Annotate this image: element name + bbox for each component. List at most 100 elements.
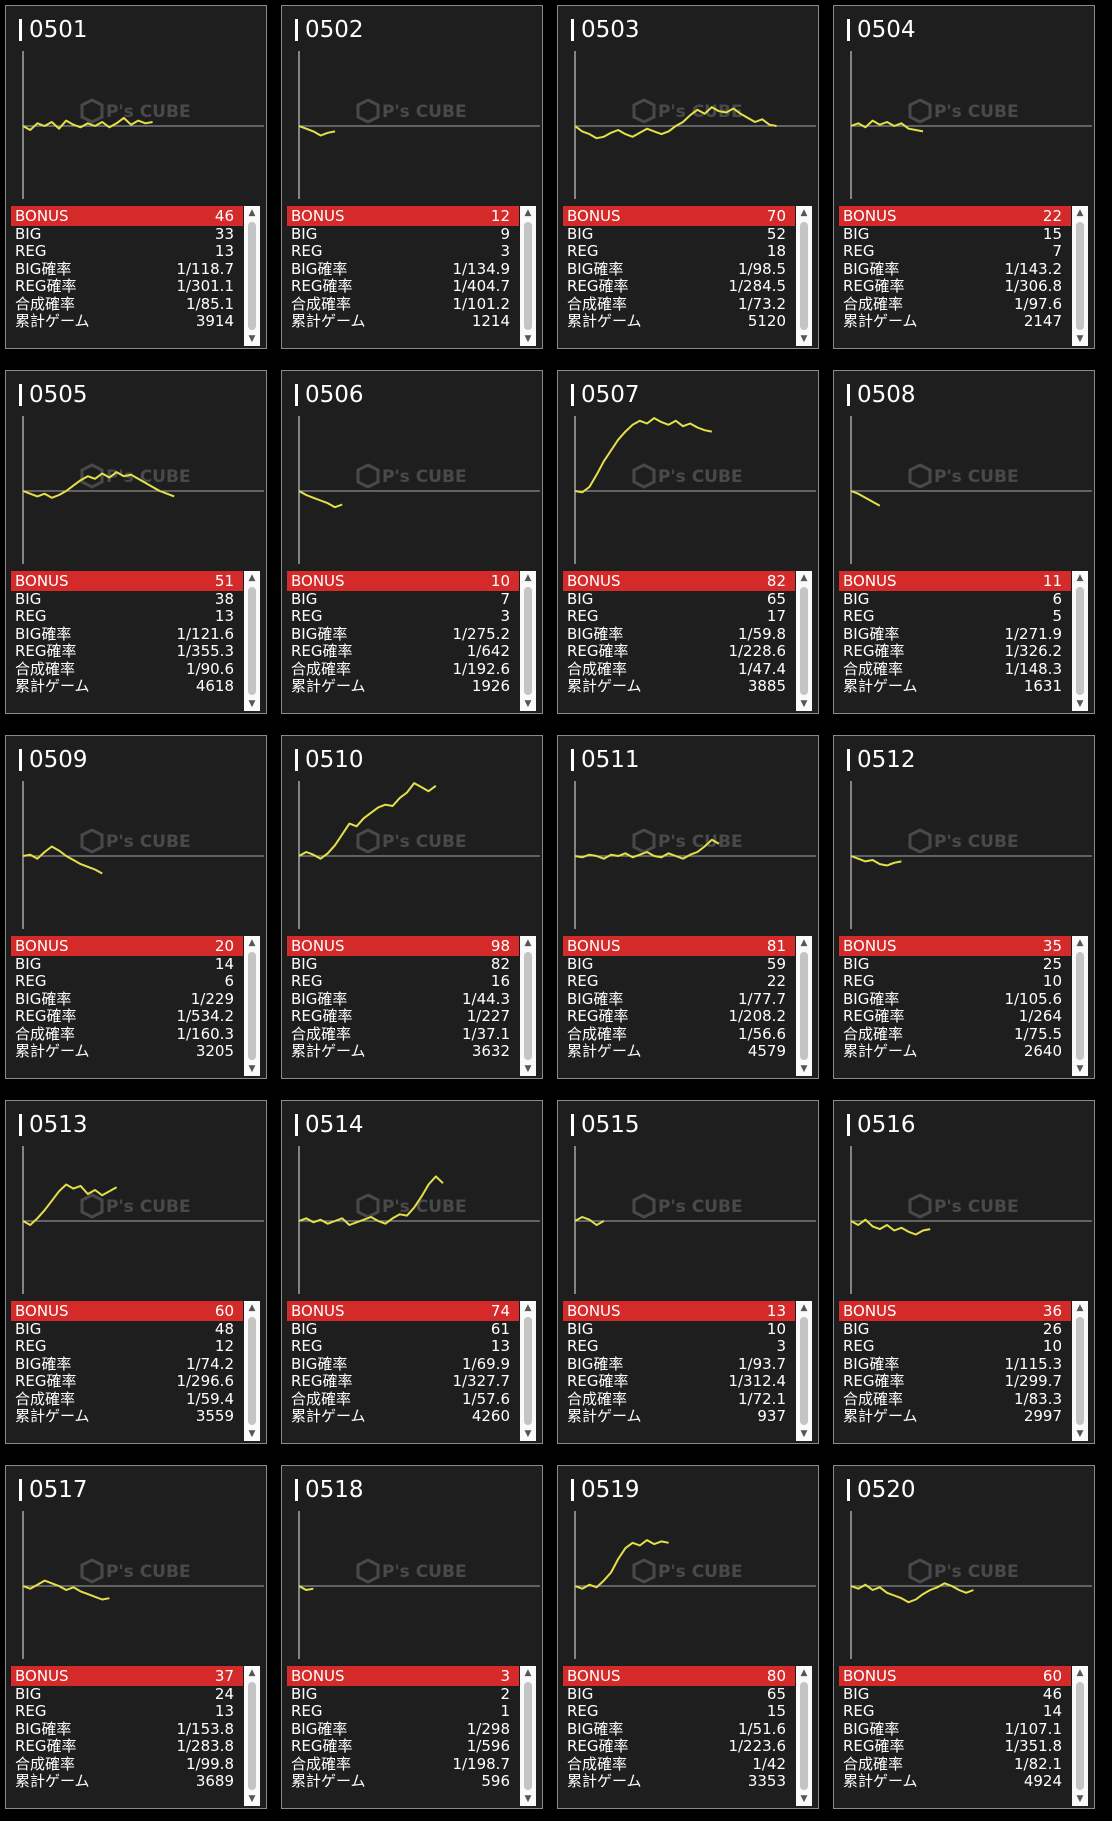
stats-scrollbar[interactable]: ▲ ▼: [796, 206, 812, 346]
machine-card-0513[interactable]: 0513 P's CUBE BONUS 60 BIG 48 REG 12 BIG…: [5, 1100, 267, 1444]
scroll-up-arrow-icon[interactable]: ▲: [1076, 1303, 1084, 1313]
scroll-thumb[interactable]: [524, 952, 532, 1060]
machine-card-0507[interactable]: 0507 P's CUBE BONUS 82 BIG 65 REG 17 BIG…: [557, 370, 819, 714]
scroll-down-arrow-icon[interactable]: ▼: [800, 1064, 808, 1074]
scroll-up-arrow-icon[interactable]: ▲: [524, 1303, 532, 1313]
scroll-down-arrow-icon[interactable]: ▼: [524, 1429, 532, 1439]
machine-card-0509[interactable]: 0509 P's CUBE BONUS 20 BIG 14 REG 6 BIG確…: [5, 735, 267, 1079]
stats-scrollbar[interactable]: ▲ ▼: [796, 1301, 812, 1441]
machine-card-0505[interactable]: 0505 P's CUBE BONUS 51 BIG 38 REG 13 BIG…: [5, 370, 267, 714]
scroll-down-arrow-icon[interactable]: ▼: [524, 334, 532, 344]
stats-scrollbar[interactable]: ▲ ▼: [244, 206, 260, 346]
scroll-thumb[interactable]: [248, 1317, 256, 1425]
stats-scrollbar[interactable]: ▲ ▼: [1072, 1301, 1088, 1441]
scroll-up-arrow-icon[interactable]: ▲: [248, 1303, 256, 1313]
machine-card-0501[interactable]: 0501 P's CUBE BONUS 46 BIG 33 REG 13 BIG…: [5, 5, 267, 349]
scroll-down-arrow-icon[interactable]: ▼: [248, 1794, 256, 1804]
scroll-thumb[interactable]: [1076, 952, 1084, 1060]
scroll-down-arrow-icon[interactable]: ▼: [1076, 334, 1084, 344]
stats-scrollbar[interactable]: ▲ ▼: [1072, 571, 1088, 711]
stats-scrollbar[interactable]: ▲ ▼: [520, 571, 536, 711]
scroll-down-arrow-icon[interactable]: ▼: [1076, 1794, 1084, 1804]
stats-scrollbar[interactable]: ▲ ▼: [520, 1301, 536, 1441]
scroll-up-arrow-icon[interactable]: ▲: [1076, 208, 1084, 218]
machine-card-0508[interactable]: 0508 P's CUBE BONUS 11 BIG 6 REG 5 BIG確率…: [833, 370, 1095, 714]
scroll-thumb[interactable]: [1076, 1317, 1084, 1425]
machine-card-0506[interactable]: 0506 P's CUBE BONUS 10 BIG 7 REG 3 BIG確率…: [281, 370, 543, 714]
scroll-down-arrow-icon[interactable]: ▼: [800, 699, 808, 709]
scroll-thumb[interactable]: [800, 587, 808, 695]
stats-scrollbar[interactable]: ▲ ▼: [1072, 206, 1088, 346]
machine-card-0515[interactable]: 0515 P's CUBE BONUS 13 BIG 10 REG 3 BIG確…: [557, 1100, 819, 1444]
scroll-up-arrow-icon[interactable]: ▲: [248, 1668, 256, 1678]
machine-card-0504[interactable]: 0504 P's CUBE BONUS 22 BIG 15 REG 7 BIG確…: [833, 5, 1095, 349]
scroll-up-arrow-icon[interactable]: ▲: [524, 208, 532, 218]
stats-scrollbar[interactable]: ▲ ▼: [520, 206, 536, 346]
stats-scrollbar[interactable]: ▲ ▼: [1072, 936, 1088, 1076]
scroll-thumb[interactable]: [800, 952, 808, 1060]
scroll-thumb[interactable]: [524, 587, 532, 695]
scroll-thumb[interactable]: [524, 1682, 532, 1790]
machine-card-0514[interactable]: 0514 P's CUBE BONUS 74 BIG 61 REG 13 BIG…: [281, 1100, 543, 1444]
machine-card-0516[interactable]: 0516 P's CUBE BONUS 36 BIG 26 REG 10 BIG…: [833, 1100, 1095, 1444]
stats-scrollbar[interactable]: ▲ ▼: [244, 571, 260, 711]
stats-scrollbar[interactable]: ▲ ▼: [796, 936, 812, 1076]
stats-scrollbar[interactable]: ▲ ▼: [244, 936, 260, 1076]
scroll-down-arrow-icon[interactable]: ▼: [524, 1794, 532, 1804]
stats-scrollbar[interactable]: ▲ ▼: [244, 1301, 260, 1441]
scroll-down-arrow-icon[interactable]: ▼: [1076, 699, 1084, 709]
scroll-thumb[interactable]: [248, 587, 256, 695]
scroll-up-arrow-icon[interactable]: ▲: [800, 1303, 808, 1313]
scroll-thumb[interactable]: [800, 1317, 808, 1425]
stats-scrollbar[interactable]: ▲ ▼: [520, 936, 536, 1076]
machine-card-0510[interactable]: 0510 P's CUBE BONUS 98 BIG 82 REG 16 BIG…: [281, 735, 543, 1079]
machine-card-0520[interactable]: 0520 P's CUBE BONUS 60 BIG 46 REG 14 BIG…: [833, 1465, 1095, 1809]
scroll-up-arrow-icon[interactable]: ▲: [1076, 1668, 1084, 1678]
scroll-up-arrow-icon[interactable]: ▲: [248, 938, 256, 948]
scroll-down-arrow-icon[interactable]: ▼: [800, 1429, 808, 1439]
scroll-thumb[interactable]: [248, 222, 256, 330]
scroll-up-arrow-icon[interactable]: ▲: [800, 208, 808, 218]
scroll-down-arrow-icon[interactable]: ▼: [524, 1064, 532, 1074]
scroll-thumb[interactable]: [524, 1317, 532, 1425]
scroll-up-arrow-icon[interactable]: ▲: [800, 938, 808, 948]
scroll-up-arrow-icon[interactable]: ▲: [524, 938, 532, 948]
stats-scrollbar[interactable]: ▲ ▼: [796, 1666, 812, 1806]
machine-card-0511[interactable]: 0511 P's CUBE BONUS 81 BIG 59 REG 22 BIG…: [557, 735, 819, 1079]
scroll-thumb[interactable]: [800, 222, 808, 330]
scroll-down-arrow-icon[interactable]: ▼: [1076, 1064, 1084, 1074]
scroll-down-arrow-icon[interactable]: ▼: [248, 334, 256, 344]
scroll-thumb[interactable]: [248, 1682, 256, 1790]
scroll-thumb[interactable]: [800, 1682, 808, 1790]
stats-scrollbar[interactable]: ▲ ▼: [796, 571, 812, 711]
stats-scrollbar[interactable]: ▲ ▼: [1072, 1666, 1088, 1806]
scroll-thumb[interactable]: [1076, 1682, 1084, 1790]
scroll-thumb[interactable]: [1076, 587, 1084, 695]
scroll-up-arrow-icon[interactable]: ▲: [1076, 938, 1084, 948]
scroll-up-arrow-icon[interactable]: ▲: [800, 573, 808, 583]
scroll-down-arrow-icon[interactable]: ▼: [524, 699, 532, 709]
stats-scrollbar[interactable]: ▲ ▼: [520, 1666, 536, 1806]
machine-card-0502[interactable]: 0502 P's CUBE BONUS 12 BIG 9 REG 3 BIG確率…: [281, 5, 543, 349]
scroll-up-arrow-icon[interactable]: ▲: [524, 1668, 532, 1678]
stats-scrollbar[interactable]: ▲ ▼: [244, 1666, 260, 1806]
scroll-up-arrow-icon[interactable]: ▲: [248, 573, 256, 583]
scroll-up-arrow-icon[interactable]: ▲: [524, 573, 532, 583]
scroll-down-arrow-icon[interactable]: ▼: [800, 1794, 808, 1804]
scroll-thumb[interactable]: [1076, 222, 1084, 330]
machine-card-0519[interactable]: 0519 P's CUBE BONUS 80 BIG 65 REG 15 BIG…: [557, 1465, 819, 1809]
machine-card-0517[interactable]: 0517 P's CUBE BONUS 37 BIG 24 REG 13 BIG…: [5, 1465, 267, 1809]
scroll-down-arrow-icon[interactable]: ▼: [248, 1064, 256, 1074]
machine-card-0503[interactable]: 0503 P's CUBE BONUS 70 BIG 52 REG 18 BIG…: [557, 5, 819, 349]
scroll-down-arrow-icon[interactable]: ▼: [1076, 1429, 1084, 1439]
scroll-down-arrow-icon[interactable]: ▼: [800, 334, 808, 344]
machine-card-0518[interactable]: 0518 P's CUBE BONUS 3 BIG 2 REG 1 BIG確率 …: [281, 1465, 543, 1809]
scroll-thumb[interactable]: [248, 952, 256, 1060]
scroll-thumb[interactable]: [524, 222, 532, 330]
scroll-up-arrow-icon[interactable]: ▲: [248, 208, 256, 218]
scroll-up-arrow-icon[interactable]: ▲: [800, 1668, 808, 1678]
machine-card-0512[interactable]: 0512 P's CUBE BONUS 35 BIG 25 REG 10 BIG…: [833, 735, 1095, 1079]
scroll-up-arrow-icon[interactable]: ▲: [1076, 573, 1084, 583]
scroll-down-arrow-icon[interactable]: ▼: [248, 1429, 256, 1439]
scroll-down-arrow-icon[interactable]: ▼: [248, 699, 256, 709]
